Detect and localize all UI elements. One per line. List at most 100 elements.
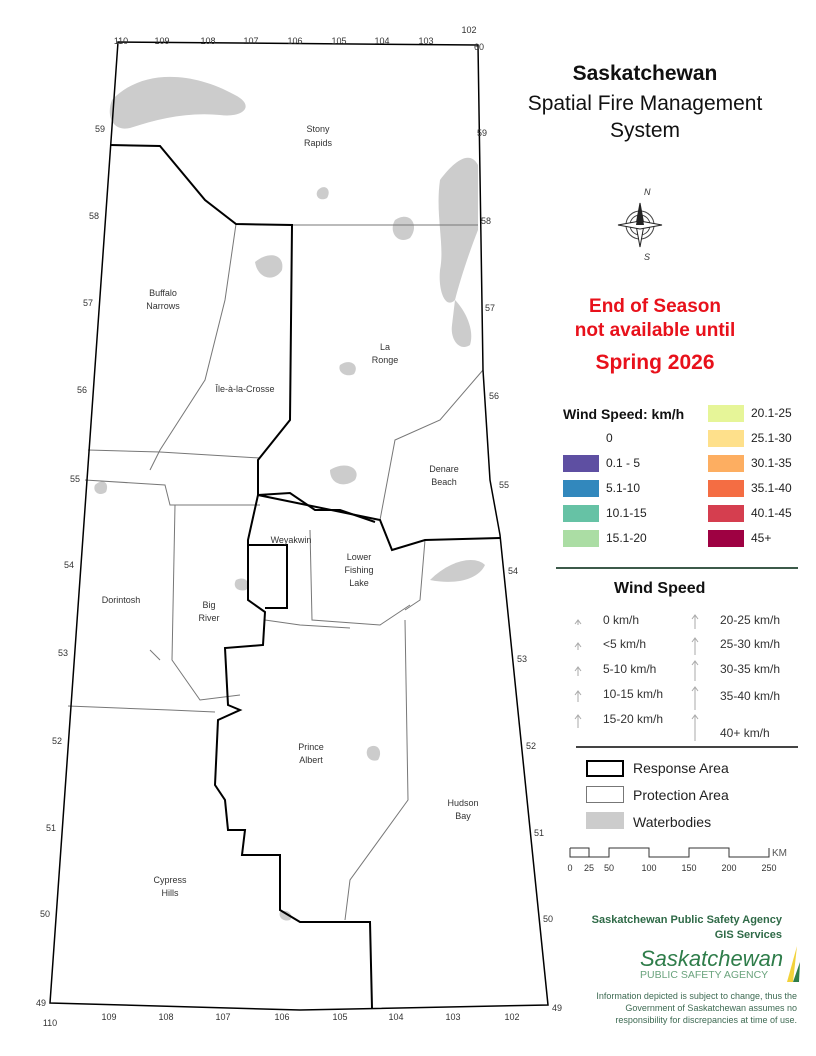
wind-class-swatch bbox=[708, 530, 744, 547]
graticule-labels: 110 109 108 107 106 105 104 103 102 110 109 108 107 1… bbox=[36, 25, 562, 1028]
longitude-label: 105 bbox=[332, 1012, 347, 1022]
legend-divider-2 bbox=[576, 746, 798, 748]
longitude-label: 104 bbox=[388, 1012, 403, 1022]
scale-tick-label: 50 bbox=[604, 863, 614, 873]
scale-tick-label: 25 bbox=[584, 863, 594, 873]
wind-class-label: 30.1-35 bbox=[751, 456, 792, 470]
place-label: Denare bbox=[429, 464, 459, 474]
protection-area-swatch bbox=[586, 786, 624, 803]
latitude-label: 53 bbox=[517, 654, 527, 664]
map-subtitle: Spatial Fire Management System bbox=[500, 90, 790, 144]
subtitle-line-1: Spatial Fire Management bbox=[527, 92, 763, 115]
place-label: Île-à-la-Crosse bbox=[214, 384, 274, 394]
wind-class-label: 0 bbox=[606, 431, 613, 445]
place-label: River bbox=[198, 613, 219, 623]
wind-class-swatch bbox=[708, 480, 744, 497]
wind-class-label: 45+ bbox=[751, 531, 772, 545]
place-label: Beach bbox=[431, 477, 457, 487]
logo-flame-icon bbox=[787, 946, 800, 982]
latitude-label: 50 bbox=[543, 914, 553, 924]
compass-n: N bbox=[644, 187, 651, 197]
longitude-label: 109 bbox=[154, 36, 169, 46]
longitude-label: 104 bbox=[374, 36, 389, 46]
logo-line-1: Saskatchewan bbox=[640, 946, 784, 971]
protection-area-label: Protection Area bbox=[633, 787, 729, 803]
scale-tick-label: 150 bbox=[681, 863, 696, 873]
waterbodies-label: Waterbodies bbox=[633, 814, 712, 830]
place-label: Lake bbox=[349, 578, 369, 588]
wind-class-swatch bbox=[708, 455, 744, 472]
subtitle-line-2: System bbox=[609, 119, 680, 142]
longitude-label: 106 bbox=[287, 36, 302, 46]
wind-arrow-label: <5 km/h bbox=[603, 637, 647, 651]
arrow-up-icon bbox=[691, 714, 699, 741]
map-title: Saskatchewan bbox=[572, 62, 718, 85]
logo-line-2: PUBLIC SAFETY AGENCY bbox=[640, 969, 769, 981]
longitude-label: 105 bbox=[331, 36, 346, 46]
response-area-swatch bbox=[586, 760, 624, 777]
scale-tick-label: 250 bbox=[761, 863, 776, 873]
longitude-label: 102 bbox=[504, 1012, 519, 1022]
arrow-up-icon bbox=[574, 665, 582, 676]
waterbodies-layer bbox=[94, 76, 485, 921]
latitude-label: 59 bbox=[477, 128, 487, 138]
longitude-label: 109 bbox=[101, 1012, 116, 1022]
latitude-label: 57 bbox=[83, 298, 93, 308]
wind-arrow-label: 30-35 km/h bbox=[720, 662, 781, 676]
arrow-up-icon bbox=[691, 636, 699, 655]
latitude-label: 57 bbox=[485, 303, 495, 313]
longitude-label: 107 bbox=[215, 1012, 230, 1022]
place-label: Lower bbox=[347, 552, 372, 562]
place-label: Dorintosh bbox=[102, 595, 141, 605]
latitude-label: 58 bbox=[89, 211, 99, 221]
latitude-label: 54 bbox=[508, 566, 518, 576]
protection-area-boundaries bbox=[67, 223, 484, 921]
legend-divider bbox=[556, 567, 798, 569]
place-label: Hudson bbox=[447, 798, 478, 808]
place-label: Bay bbox=[455, 811, 471, 821]
scale-bar: KM 0 25 50 100 150 200 250 bbox=[567, 847, 787, 873]
wind-class-swatch bbox=[708, 505, 744, 522]
place-label: Stony bbox=[306, 124, 330, 134]
latitude-label: 54 bbox=[64, 560, 74, 570]
arrow-up-icon bbox=[574, 641, 582, 650]
place-label: Hills bbox=[162, 888, 179, 898]
response-area-boundaries bbox=[49, 41, 549, 1011]
latitude-label: 49 bbox=[552, 1003, 562, 1013]
wind-class-label: 40.1-45 bbox=[751, 506, 792, 520]
latitude-label: 52 bbox=[52, 736, 62, 746]
agency-name: Saskatchewan Public Safety Agency bbox=[591, 914, 782, 926]
wind-class-label: 0.1 - 5 bbox=[606, 456, 641, 470]
wind-class-label: 10.1-15 bbox=[606, 506, 647, 520]
scale-tick-label: 100 bbox=[641, 863, 656, 873]
latitude-label: 59 bbox=[95, 124, 105, 134]
arrow-up-icon bbox=[691, 685, 699, 710]
longitude-label: 108 bbox=[158, 1012, 173, 1022]
arrow-up-icon bbox=[691, 660, 699, 681]
wind-class-swatch bbox=[563, 480, 599, 497]
wind-arrow-label: 25-30 km/h bbox=[720, 637, 781, 651]
wind-speed-legend-title: Wind Speed: km/h bbox=[563, 406, 685, 422]
disclaimer: Information depicted is subject to chang… bbox=[596, 991, 797, 1025]
wind-class-swatch bbox=[563, 455, 599, 472]
latitude-label: 55 bbox=[499, 480, 509, 490]
wind-arrow-label: 35-40 km/h bbox=[720, 689, 781, 703]
notice-line-2: not available until bbox=[574, 320, 736, 341]
latitude-label: 56 bbox=[77, 385, 87, 395]
place-label: Prince bbox=[298, 742, 324, 752]
place-label: La bbox=[380, 342, 390, 352]
longitude-label: 110 bbox=[114, 36, 128, 46]
place-label: Narrows bbox=[146, 301, 180, 311]
agency-logo: Saskatchewan PUBLIC SAFETY AGENCY bbox=[640, 946, 800, 982]
compass-rose-icon: N S bbox=[617, 187, 663, 262]
response-area-label: Response Area bbox=[633, 760, 729, 776]
arrow-up-icon bbox=[691, 614, 699, 629]
wind-arrow-legend-title: Wind Speed bbox=[614, 580, 706, 597]
latitude-label: 49 bbox=[36, 998, 46, 1008]
scale-unit: KM bbox=[772, 848, 787, 859]
wind-class-label: 20.1-25 bbox=[751, 406, 792, 420]
latitude-label: 58 bbox=[481, 216, 491, 226]
season-notice: End of Season not available until Spring… bbox=[540, 295, 770, 375]
wind-arrow-label: 5-10 km/h bbox=[603, 662, 657, 676]
